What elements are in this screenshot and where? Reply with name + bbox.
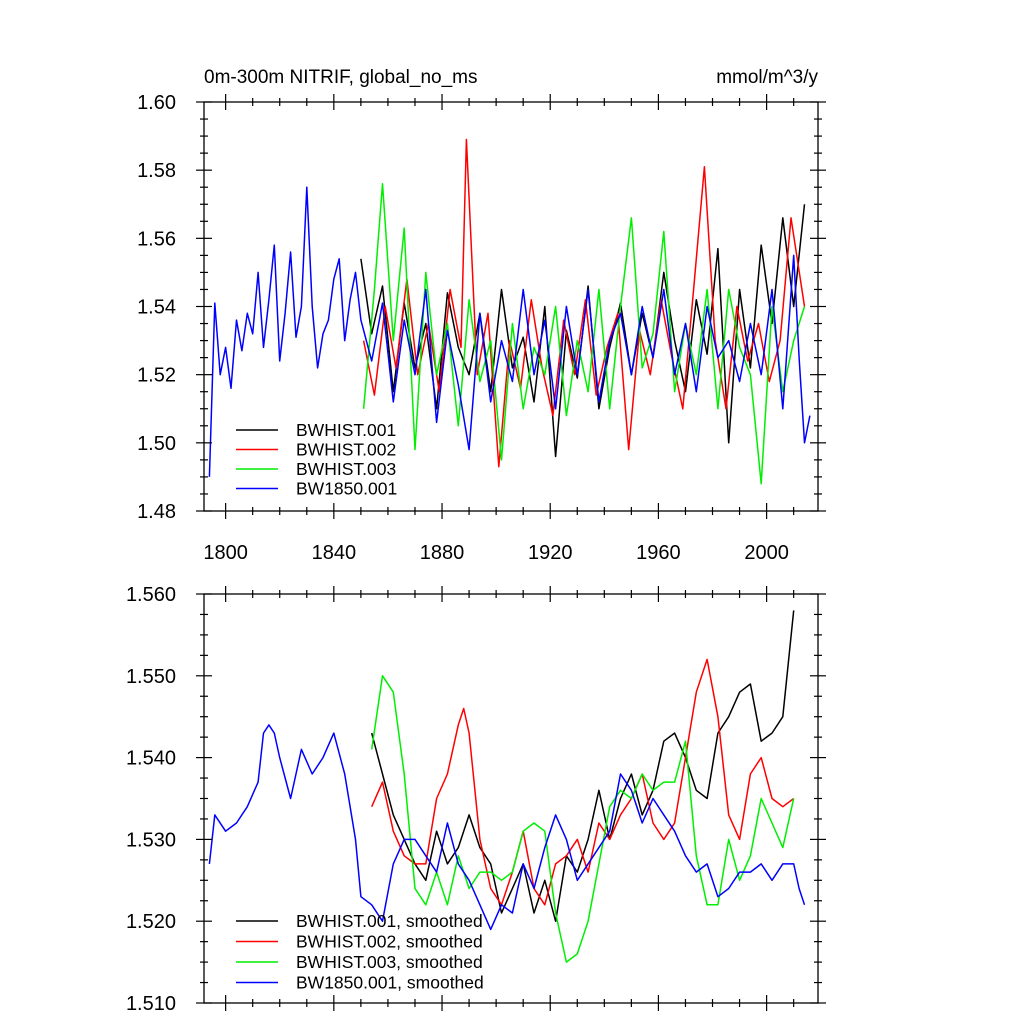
series-line-bwhist-002 <box>371 658 795 906</box>
legend-item: BWHIST.001 <box>236 420 396 440</box>
legend-label: BWHIST.002 <box>296 440 396 460</box>
legend-item: BW1850.001 <box>236 479 397 499</box>
x-tick-label: 1840 <box>312 542 357 564</box>
y-tick-label: 1.550 <box>126 666 176 688</box>
legend-label: BWHIST.001 <box>296 420 396 440</box>
series-line-bwhist-003 <box>370 675 795 963</box>
legend-item: BWHIST.001, smoothed <box>236 911 483 931</box>
series-line-bwhist-002 <box>362 138 806 468</box>
y-tick-label: 1.530 <box>126 829 176 851</box>
legend-label: BWHIST.001, smoothed <box>296 911 483 931</box>
series-line-bw1850-001 <box>208 186 811 477</box>
y-tick-label: 1.560 <box>126 584 176 606</box>
y-tick-label: 1.48 <box>137 501 176 523</box>
legend-item: BWHIST.002 <box>236 440 396 460</box>
y-tick-label: 1.510 <box>126 993 176 1015</box>
nitrif-smoothed-panel: 1.510 1.520 1.530 1.540 1.550 1.560 BWHIST.00… <box>126 584 826 1015</box>
plot-frame <box>203 101 819 512</box>
x-tick-label: 1960 <box>636 542 681 564</box>
y-tick-label: 1.56 <box>137 228 176 250</box>
y-tick-label: 1.60 <box>137 92 176 114</box>
legend-item: BWHIST.003 <box>236 459 396 479</box>
plot-frame <box>203 593 819 1004</box>
units-label: mmol/m^3/y <box>716 67 818 88</box>
legend-label: BW1850.001, smoothed <box>296 973 484 993</box>
legend-item: BW1850.001, smoothed <box>236 973 484 993</box>
series-group <box>208 610 806 963</box>
x-tick-label: 2000 <box>744 542 789 564</box>
legend-label: BW1850.001 <box>296 479 397 499</box>
y-tick-label: 1.520 <box>126 911 176 933</box>
x-tick-label: 1800 <box>203 542 248 564</box>
nitrif-raw-panel: 0m-300m NITRIF, global_no_ms mmol/m^3/y … <box>137 67 826 564</box>
legend-label: BWHIST.002, smoothed <box>296 932 483 952</box>
y-tick-label: 1.52 <box>137 365 176 387</box>
x-tick-label: 1880 <box>420 542 465 564</box>
chart-title: 0m-300m NITRIF, global_no_ms <box>204 67 478 88</box>
y-tick-label: 1.50 <box>137 433 176 455</box>
series-line-bw1850-001 <box>208 724 806 931</box>
legend-item: BWHIST.002, smoothed <box>236 932 483 952</box>
y-tick-label: 1.54 <box>137 297 176 319</box>
legend-item: BWHIST.003, smoothed <box>236 952 483 972</box>
legend-label: BWHIST.003 <box>296 459 396 479</box>
x-tick-label: 1920 <box>528 542 573 564</box>
series-line-bwhist-003 <box>362 183 806 485</box>
y-tick-label: 1.58 <box>137 160 176 182</box>
legend-label: BWHIST.003, smoothed <box>296 952 483 972</box>
series-group <box>208 138 811 485</box>
y-tick-label: 1.540 <box>126 748 176 770</box>
